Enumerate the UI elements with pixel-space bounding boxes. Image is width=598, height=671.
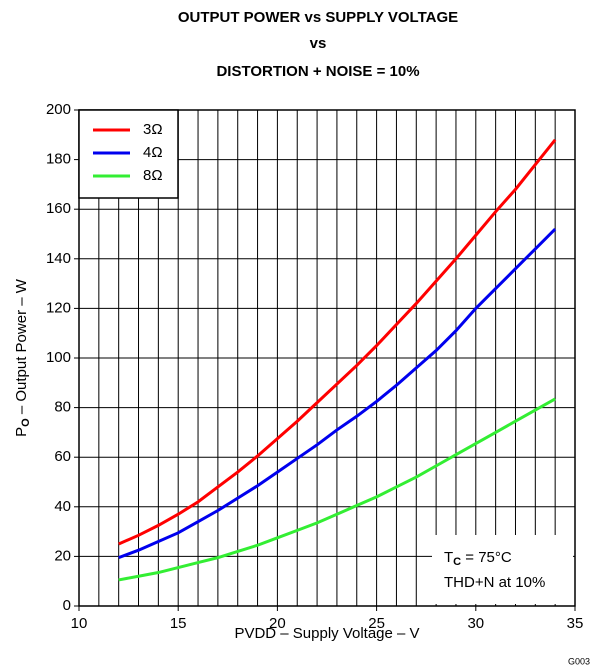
chart-title: DISTORTION + NOISE = 10%	[216, 63, 419, 80]
chart-title: vs	[310, 35, 327, 52]
x-tick-label: 20	[269, 615, 286, 632]
y-tick-label: 160	[46, 200, 71, 217]
y-tick-label: 60	[54, 448, 71, 465]
y-axis-label: PO – Output Power – W	[13, 278, 32, 437]
x-tick-label: 25	[368, 615, 385, 632]
legend-label: 4Ω	[143, 144, 163, 161]
x-tick-label: 35	[567, 615, 584, 632]
plot-frame	[78, 109, 576, 607]
y-tick-label: 0	[63, 597, 71, 614]
legend-label: 8Ω	[143, 167, 163, 184]
y-tick-label: 20	[54, 547, 71, 564]
line-series	[118, 227, 557, 560]
x-tick-label: 10	[71, 615, 88, 632]
y-tick-label: 200	[46, 101, 71, 118]
annotation-sub: C	[453, 556, 461, 568]
annotation-box	[432, 535, 573, 604]
x-tick-label: 30	[467, 615, 484, 632]
y-tick-label: 80	[54, 399, 71, 416]
annotation: TC = 75°C	[444, 549, 512, 568]
y-label-rest: – Output Power – W	[13, 278, 30, 418]
line-series	[118, 397, 556, 582]
line-series	[118, 138, 557, 546]
y-label-main: P	[13, 427, 30, 437]
x-axis-label: PVDD – Supply Voltage – V	[234, 625, 419, 642]
legend-label: 3Ω	[143, 121, 163, 138]
annotation: THD+N at 10%	[444, 574, 545, 591]
annotation-rest: = 75°C	[461, 549, 512, 566]
y-tick-label: 120	[46, 299, 71, 316]
y-label-sub: O	[20, 418, 32, 427]
x-tick-label: 15	[170, 615, 187, 632]
y-tick-label: 100	[46, 349, 71, 366]
annotation-main: T	[444, 549, 453, 566]
y-tick-label: 180	[46, 151, 71, 168]
figure-id: G003	[568, 656, 590, 666]
y-tick-label: 140	[46, 250, 71, 267]
chart-title: OUTPUT POWER vs SUPPLY VOLTAGE	[178, 9, 458, 26]
y-tick-label: 40	[54, 498, 71, 515]
